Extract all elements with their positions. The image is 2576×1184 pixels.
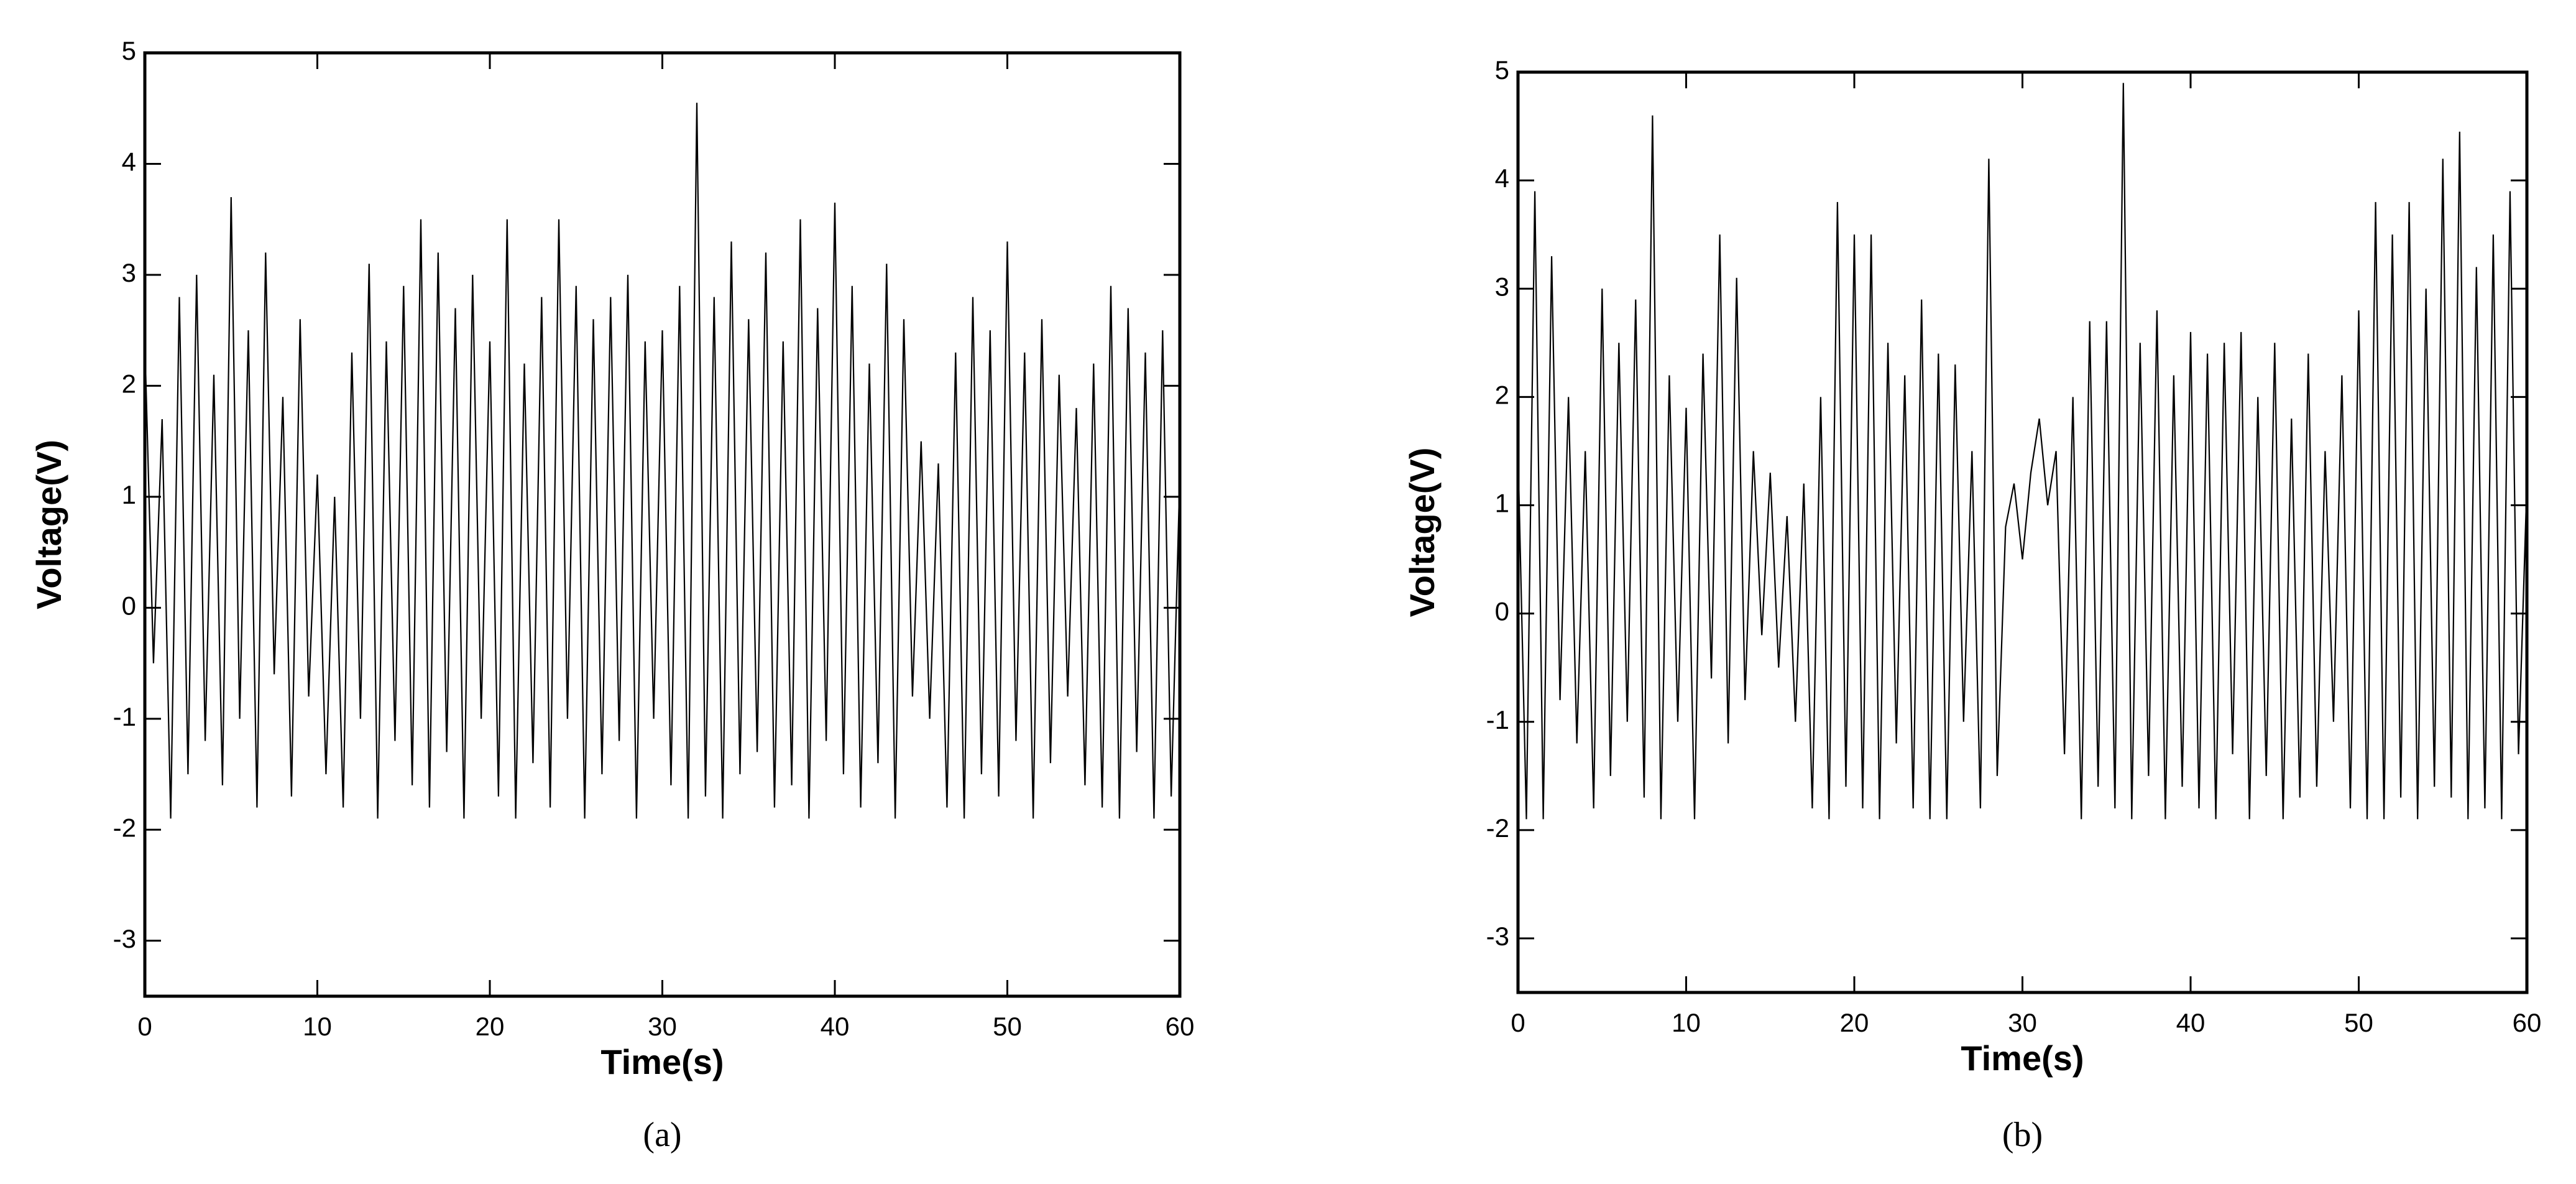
signal-line [1517,83,2528,820]
x-axis-title: Time(s) [600,1042,724,1081]
signal-line [144,103,1181,819]
x-tick-label: 40 [821,1012,850,1041]
y-tick-label: 3 [122,258,136,287]
y-tick-label: -1 [113,702,136,731]
y-tick-label: -2 [113,813,136,842]
y-tick-label: 2 [1495,380,1509,409]
x-tick-label: 30 [2008,1008,2037,1037]
y-tick-label: 5 [122,36,136,65]
x-tick-label: 10 [1672,1008,1701,1037]
y-tick-label: 0 [122,591,136,620]
y-axis-title: Voltage(V) [29,440,68,609]
y-tick-label: 4 [1495,164,1509,193]
x-tick-label: 20 [476,1012,505,1041]
y-axis-title: Voltage(V) [1402,448,1442,617]
x-tick-label: 40 [2176,1008,2206,1037]
y-tick-label: 2 [122,369,136,399]
y-tick-label: -2 [1486,813,1509,843]
y-tick-label: 4 [122,147,136,177]
x-tick-label: 50 [2344,1008,2373,1037]
plot-frame [143,51,1182,998]
x-tick-label: 50 [993,1012,1022,1041]
caption: (a) [643,1116,681,1154]
x-tick-label: 20 [1840,1008,1869,1037]
x-tick-label: 0 [137,1012,152,1041]
x-tick-label: 10 [303,1012,332,1041]
x-tick-label: 30 [648,1012,677,1041]
y-tick-label: -3 [1486,922,1509,951]
y-tick-label: 0 [1495,597,1509,626]
y-tick-label: 1 [1495,489,1509,518]
y-tick-label: 3 [1495,272,1509,301]
caption: (b) [2002,1116,2043,1154]
x-tick-label: 0 [1511,1008,1525,1037]
x-tick-label: 60 [2513,1008,2542,1037]
x-axis-title: Time(s) [1961,1038,2084,1078]
y-tick-label: -3 [113,924,136,953]
y-tick-label: 5 [1495,55,1509,85]
y-tick-label: -1 [1486,705,1509,734]
x-tick-label: 60 [1166,1012,1195,1041]
y-tick-label: 1 [122,480,136,509]
